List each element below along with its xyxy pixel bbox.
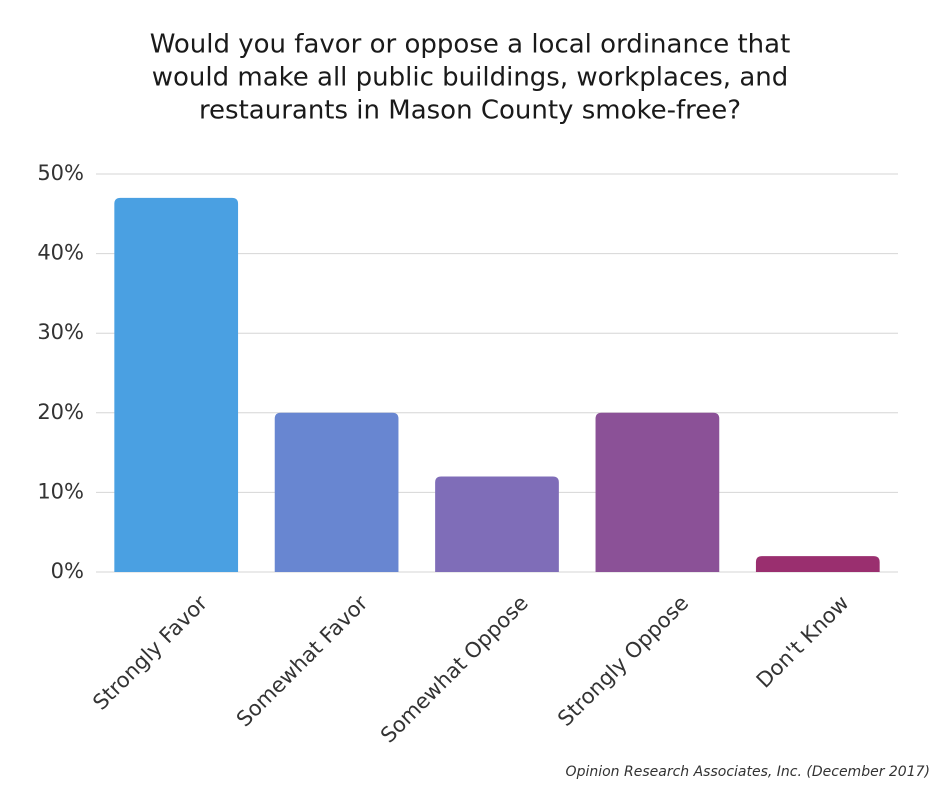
bar	[114, 197, 239, 572]
bar	[595, 412, 720, 572]
x-tick-label: Don't Know	[752, 591, 854, 693]
chart-title: restaurants in Mason County smoke-free?	[199, 96, 741, 126]
y-tick-label: 30%	[37, 320, 84, 344]
source-note: Opinion Research Associates, Inc. (Decem…	[566, 764, 930, 780]
x-tick-label: Somewhat Oppose	[376, 591, 533, 748]
x-tick-label: Strongly Oppose	[553, 591, 693, 731]
bar	[274, 412, 399, 572]
chart-title: Would you favor or oppose a local ordina…	[150, 30, 791, 60]
y-tick-label: 20%	[37, 400, 84, 424]
bar	[755, 556, 880, 572]
y-tick-label: 10%	[37, 479, 84, 503]
y-tick-label: 40%	[37, 241, 84, 265]
y-tick-label: 50%	[37, 161, 84, 185]
x-tick-label: Somewhat Favor	[232, 591, 373, 732]
x-tick-label: Strongly Favor	[88, 591, 212, 715]
bar	[435, 476, 559, 572]
y-tick-label: 0%	[51, 559, 84, 583]
chart-title: would make all public buildings, workpla…	[152, 63, 789, 93]
